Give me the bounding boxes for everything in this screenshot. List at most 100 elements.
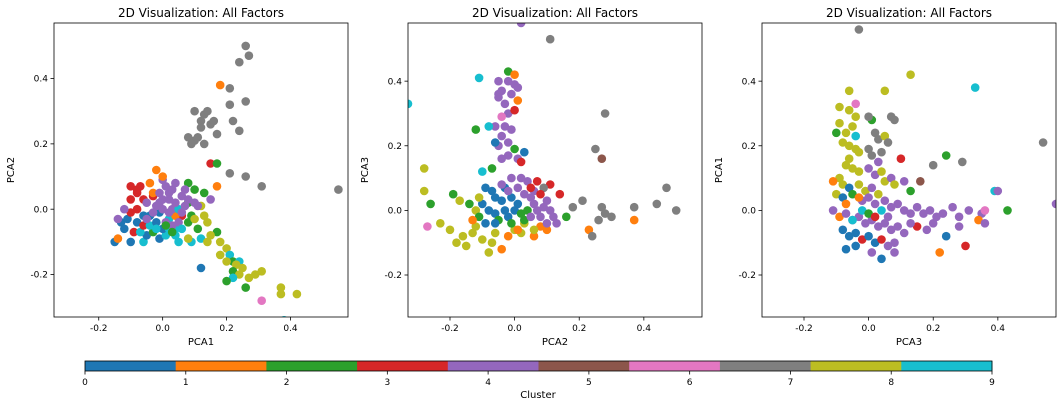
scatter-point (854, 212, 864, 222)
scatter-point (880, 196, 890, 205)
scatter-point (510, 70, 519, 79)
scatter-point (203, 237, 212, 247)
scatter-point (235, 126, 244, 136)
scatter-point (848, 122, 857, 131)
scatter-point (500, 206, 510, 215)
scatter-point (215, 80, 225, 90)
scatter-point (532, 177, 542, 186)
scatter-panel-3: -0.2 0.0 0.2 0.4 -0.2 0.0 0.2 0.4 2D Visualizati… (714, 6, 1057, 348)
scatter-point (490, 193, 500, 202)
scatter-point (490, 209, 500, 218)
scatter-point (481, 219, 490, 228)
scatter-point (555, 189, 565, 199)
scatter-point (870, 238, 880, 247)
scatter-point (494, 76, 503, 86)
colorbar-segment (901, 361, 993, 371)
scatter-point (906, 186, 915, 196)
scatter-point (419, 164, 429, 173)
scatter-point (835, 173, 844, 183)
colorbar-tick-label: 3 (384, 378, 390, 388)
scatter-point (938, 209, 948, 218)
scatter-point (874, 157, 883, 167)
scatter-point (132, 204, 142, 214)
x-tick-label: 0.2 (219, 324, 233, 334)
scatter-point (542, 196, 552, 205)
scatter-point (594, 215, 603, 225)
scatter-point (484, 122, 494, 131)
scatter-point (235, 57, 244, 67)
colorbar-segment (266, 361, 358, 371)
scatter-point (516, 173, 526, 183)
scatter-point (225, 100, 235, 109)
scatter-point (513, 83, 523, 92)
scatter-point (520, 215, 529, 225)
y-tick-label: 0.4 (388, 77, 403, 87)
scatter-point (883, 138, 893, 147)
scatter-point (854, 180, 864, 189)
scatter-point (880, 219, 890, 228)
scatter-point (529, 225, 539, 235)
scatter-point (890, 180, 899, 189)
scatter-point (497, 196, 507, 205)
scatter-point (828, 206, 838, 215)
colorbar-tick-label: 9 (989, 378, 995, 388)
scatter-point (142, 198, 151, 207)
x-tick-label: -0.2 (90, 324, 108, 334)
scatter-point (471, 222, 481, 231)
scatter-point (841, 160, 851, 170)
scatter-point (562, 212, 571, 222)
scatter-point (536, 212, 545, 222)
scatter-point (503, 231, 513, 241)
scatter-point (244, 51, 254, 60)
scatter-point (874, 135, 883, 144)
scatter-point (490, 219, 500, 228)
scatter-point (980, 219, 990, 228)
scatter-point (510, 144, 519, 154)
scatter-point (503, 109, 513, 118)
scatter-point (436, 219, 445, 228)
scatter-point (844, 105, 854, 115)
scatter-point (961, 241, 970, 251)
y-tick-label: -0.2 (738, 271, 756, 281)
scatter-point (251, 270, 260, 279)
x-tick-label: 0.2 (572, 324, 586, 334)
scatter-point (864, 231, 873, 241)
scatter-point (629, 202, 639, 212)
scatter-points (828, 25, 1056, 264)
scatter-point (607, 212, 616, 222)
scatter-point (167, 221, 177, 230)
scatter-point (484, 206, 494, 215)
scatter-point (190, 214, 199, 224)
colorbar-frame (84, 360, 993, 372)
colorbar-segment (810, 361, 902, 371)
y-tick-label: -0.2 (384, 271, 402, 281)
scatter-point (838, 225, 848, 235)
scatter-point (886, 173, 896, 183)
scatter-point (1003, 206, 1012, 215)
colorbar-segment (538, 361, 630, 371)
scatter-point (854, 167, 864, 176)
scatter-point (877, 235, 886, 244)
scatter-point (155, 198, 164, 207)
scatter-point (899, 228, 909, 238)
scatter-point (161, 182, 171, 191)
scatter-point (490, 122, 500, 131)
y-tick-label: 0.0 (388, 207, 403, 217)
scatter-point (241, 97, 250, 106)
scatter-point (408, 99, 413, 109)
scatter-point (993, 186, 1003, 196)
scatter-point (919, 209, 928, 218)
scatter-point (539, 183, 548, 193)
scatter-point (458, 231, 468, 241)
scatter-point (925, 206, 935, 215)
scatter-point (196, 263, 206, 273)
scatter-point (912, 202, 922, 212)
scatter-point (958, 157, 967, 167)
scatter-point (870, 199, 880, 209)
scatter-point (545, 206, 555, 215)
scatter-panels: -0.2 0.0 0.2 0.4 -0.2 0.0 0.2 0.4 2D Visualizati… (6, 6, 1057, 348)
scatter-point (423, 222, 432, 231)
scatter-point (935, 248, 944, 257)
scatter-point (600, 209, 610, 218)
